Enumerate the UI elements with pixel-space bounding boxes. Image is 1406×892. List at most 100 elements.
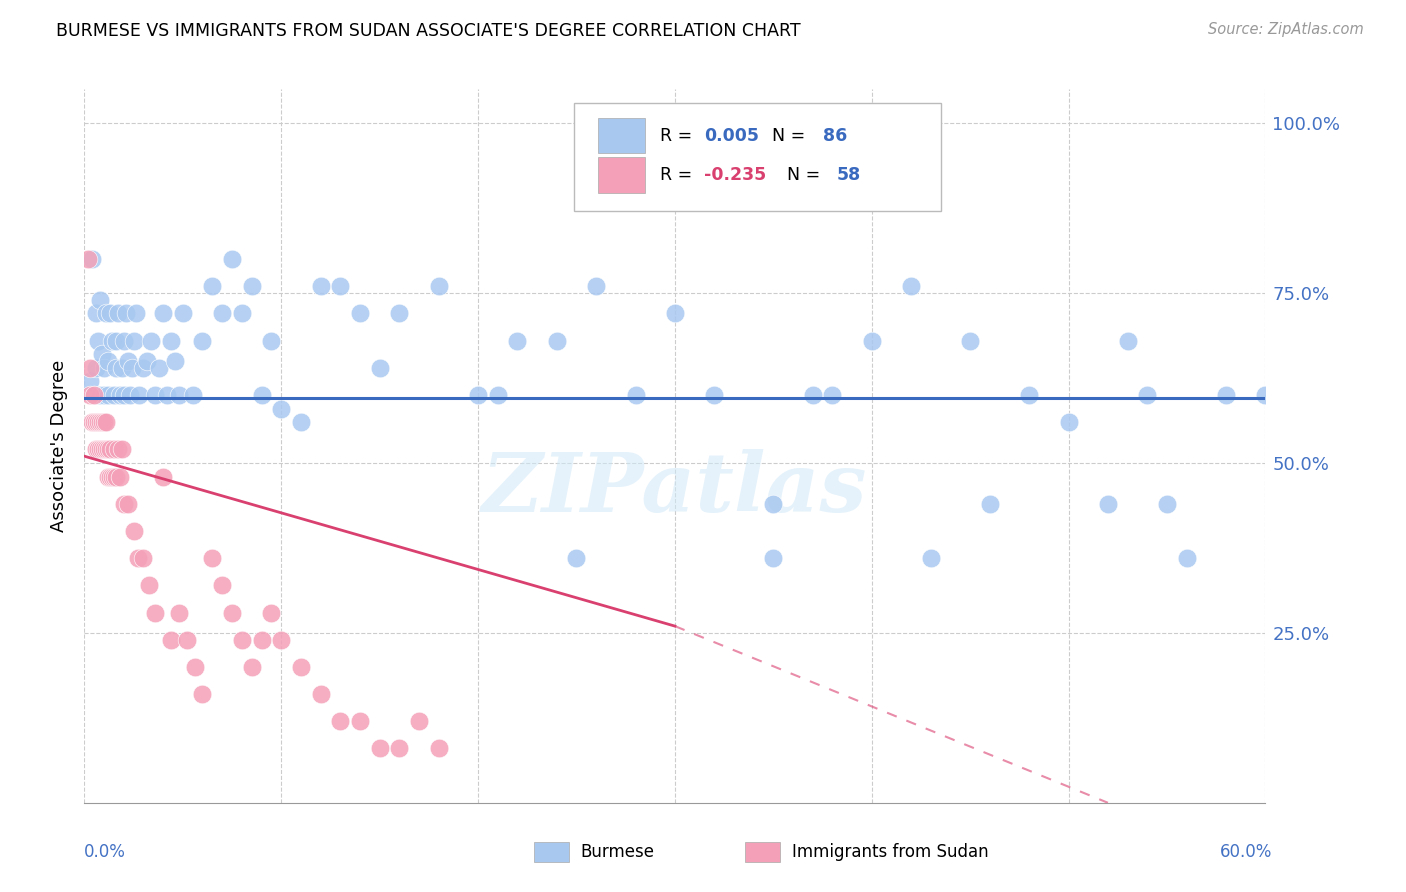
Point bbox=[191, 334, 214, 348]
Point bbox=[900, 279, 922, 293]
Point bbox=[388, 741, 411, 756]
Point bbox=[201, 551, 224, 566]
Point bbox=[221, 606, 243, 620]
Point bbox=[181, 388, 204, 402]
Point bbox=[104, 469, 127, 483]
Point bbox=[368, 360, 391, 375]
Point bbox=[860, 334, 883, 348]
Point bbox=[920, 551, 942, 566]
Point bbox=[160, 632, 183, 647]
Point bbox=[211, 578, 233, 592]
Point bbox=[156, 388, 179, 402]
Point bbox=[1215, 388, 1237, 402]
Text: BURMESE VS IMMIGRANTS FROM SUDAN ASSOCIATE'S DEGREE CORRELATION CHART: BURMESE VS IMMIGRANTS FROM SUDAN ASSOCIA… bbox=[56, 22, 801, 40]
Point bbox=[309, 687, 332, 701]
Point bbox=[91, 442, 114, 457]
Point bbox=[108, 469, 131, 483]
Point bbox=[82, 415, 104, 429]
Point bbox=[624, 388, 647, 402]
Point bbox=[94, 415, 117, 429]
Point bbox=[93, 360, 115, 375]
Point bbox=[98, 306, 121, 320]
Point bbox=[201, 279, 224, 293]
Text: ZIPatlas: ZIPatlas bbox=[482, 449, 868, 529]
Point bbox=[1116, 334, 1139, 348]
Point bbox=[98, 442, 121, 457]
Point bbox=[486, 388, 509, 402]
Point bbox=[1175, 551, 1198, 566]
Point bbox=[79, 375, 101, 389]
Point bbox=[83, 415, 105, 429]
Point bbox=[270, 401, 292, 416]
Point bbox=[91, 347, 114, 361]
Point bbox=[114, 306, 136, 320]
Text: 0.005: 0.005 bbox=[704, 127, 759, 145]
Point bbox=[136, 354, 159, 368]
Point bbox=[176, 632, 198, 647]
Point bbox=[84, 442, 107, 457]
Point bbox=[132, 360, 155, 375]
Point bbox=[94, 442, 117, 457]
Point bbox=[104, 360, 127, 375]
Point bbox=[143, 388, 166, 402]
Point bbox=[117, 497, 139, 511]
Point bbox=[221, 252, 243, 266]
Point bbox=[979, 497, 1001, 511]
Point bbox=[270, 632, 292, 647]
Point bbox=[77, 252, 100, 266]
Point bbox=[349, 714, 371, 729]
Text: N =: N = bbox=[787, 166, 825, 184]
Point bbox=[349, 306, 371, 320]
Point bbox=[1097, 497, 1119, 511]
Y-axis label: Associate's Degree: Associate's Degree bbox=[51, 359, 69, 533]
Point bbox=[112, 497, 135, 511]
Point bbox=[121, 360, 143, 375]
Text: 86: 86 bbox=[823, 127, 846, 145]
Point bbox=[211, 306, 233, 320]
Point bbox=[762, 551, 785, 566]
Point bbox=[112, 388, 135, 402]
Point bbox=[104, 334, 127, 348]
Point bbox=[141, 334, 163, 348]
Point bbox=[368, 741, 391, 756]
Point bbox=[762, 497, 785, 511]
Point bbox=[98, 469, 121, 483]
Point bbox=[1057, 415, 1080, 429]
Point bbox=[160, 334, 183, 348]
Point bbox=[111, 360, 134, 375]
Point bbox=[260, 606, 283, 620]
Point bbox=[122, 334, 145, 348]
Text: R =: R = bbox=[659, 166, 697, 184]
Text: Immigrants from Sudan: Immigrants from Sudan bbox=[792, 843, 988, 861]
Point bbox=[89, 388, 111, 402]
Point bbox=[127, 551, 149, 566]
Point bbox=[427, 279, 450, 293]
Point bbox=[309, 279, 332, 293]
Point bbox=[108, 388, 131, 402]
Point bbox=[1254, 388, 1277, 402]
Point bbox=[388, 306, 411, 320]
Point bbox=[703, 388, 725, 402]
Point bbox=[132, 551, 155, 566]
Point bbox=[290, 660, 312, 674]
Point bbox=[250, 632, 273, 647]
Point bbox=[250, 388, 273, 402]
Point bbox=[231, 632, 253, 647]
Point bbox=[87, 334, 110, 348]
Point bbox=[1156, 497, 1178, 511]
Bar bbox=[598, 157, 645, 193]
Point bbox=[87, 442, 110, 457]
Point bbox=[83, 388, 105, 402]
Point bbox=[801, 388, 824, 402]
Point bbox=[87, 415, 110, 429]
Point bbox=[427, 741, 450, 756]
Point bbox=[231, 306, 253, 320]
Point bbox=[408, 714, 430, 729]
Point bbox=[107, 442, 129, 457]
Point bbox=[107, 306, 129, 320]
Point bbox=[97, 442, 120, 457]
Text: 60.0%: 60.0% bbox=[1220, 843, 1272, 861]
Point bbox=[290, 415, 312, 429]
FancyBboxPatch shape bbox=[575, 103, 941, 211]
Point bbox=[84, 360, 107, 375]
